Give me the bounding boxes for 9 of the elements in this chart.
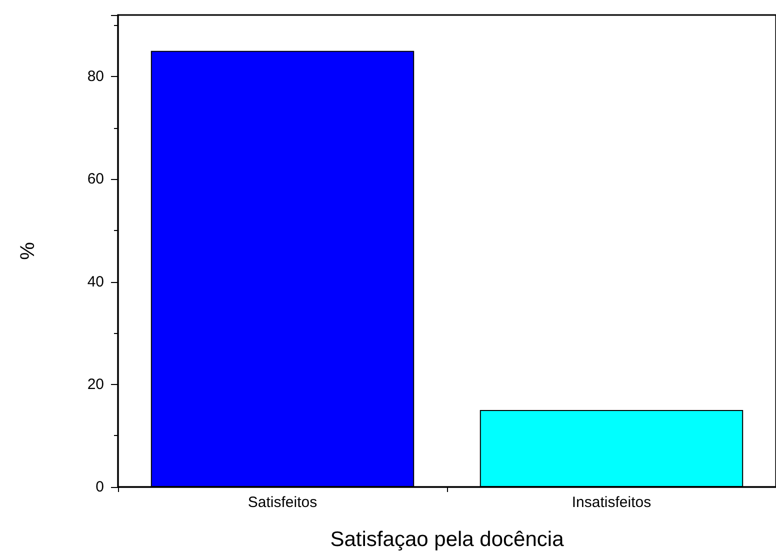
y-axis-title: % <box>17 242 39 260</box>
y-tick-label: 80 <box>87 68 104 86</box>
x-tick-label: Insatisfeitos <box>572 494 652 511</box>
y-tick-label: 60 <box>87 170 104 188</box>
x-tick-label: Satisfeitos <box>248 494 318 511</box>
y-tick-label: 0 <box>96 478 104 496</box>
y-tick-label: 20 <box>87 376 104 393</box>
y-tick-label: 40 <box>87 273 104 290</box>
x-axis-title: Satisfaçao pela docência <box>330 528 564 551</box>
